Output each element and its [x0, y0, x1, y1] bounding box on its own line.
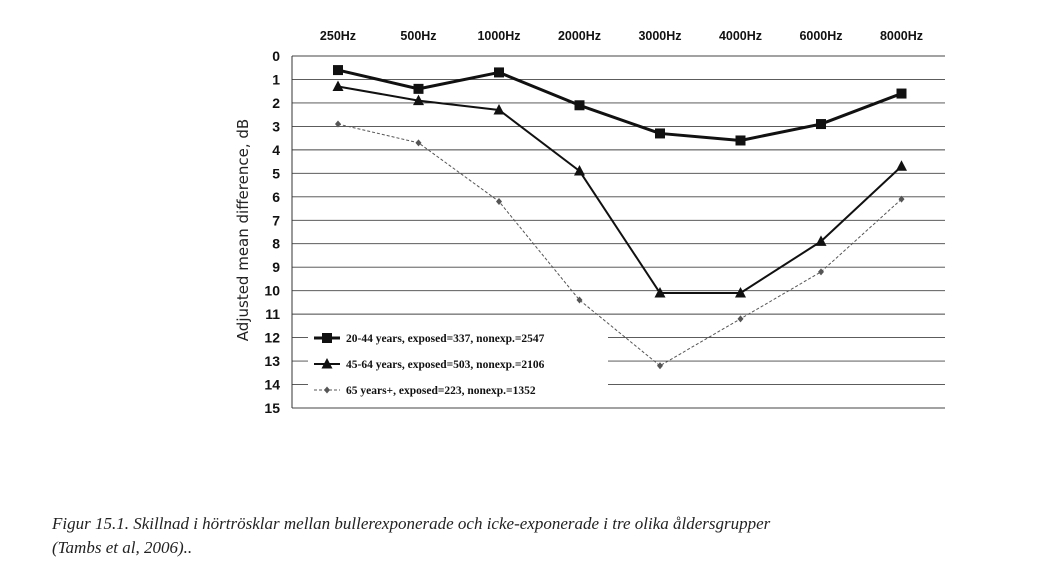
data-point-square: [413, 83, 424, 94]
data-point-diamond: [818, 268, 824, 276]
y-tick-label: 13: [264, 353, 280, 369]
series-3: [335, 120, 905, 370]
y-tick-label: 9: [272, 259, 280, 275]
data-point-triangle: [413, 94, 424, 106]
data-point-triangle: [654, 287, 666, 298]
y-tick-label: 2: [272, 95, 280, 111]
y-tick-label: 11: [265, 306, 280, 322]
y-tick-label: 6: [272, 189, 280, 205]
x-tick-label: 4000Hz: [719, 29, 762, 43]
x-tick-label: 500Hz: [400, 29, 436, 43]
data-point-triangle: [896, 160, 907, 171]
data-point-square: [322, 333, 332, 343]
x-axis-tick-labels: 250Hz 500Hz 1000Hz 2000Hz 3000Hz 4000Hz 6000Hz…: [320, 29, 923, 43]
y-tick-label: 14: [264, 377, 280, 393]
data-point-triangle: [574, 164, 585, 176]
data-point-diamond: [737, 315, 744, 323]
caption-line-1: Figur 15.1. Skillnad i hörtrösklar mella…: [52, 514, 771, 533]
data-point-diamond: [415, 139, 422, 147]
series-2: [332, 80, 907, 298]
data-point-triangle: [332, 80, 344, 92]
data-point-square: [655, 128, 665, 139]
series-lines: [332, 65, 907, 370]
y-tick-label: 0: [272, 48, 280, 64]
data-point-square: [333, 65, 343, 76]
y-tick-label: 1: [272, 71, 280, 87]
series-line: [337, 123, 902, 367]
x-tick-label: 3000Hz: [638, 29, 681, 43]
x-tick-label: 6000Hz: [799, 29, 842, 43]
data-point-triangle: [735, 287, 746, 298]
x-tick-label: 250Hz: [320, 29, 356, 43]
y-tick-label: 10: [264, 283, 280, 299]
legend-entry-label: 65 years+, exposed=223, nonexp.=1352: [346, 385, 536, 397]
y-tick-label: 5: [272, 165, 280, 181]
data-point-diamond: [898, 195, 905, 203]
x-tick-label: 8000Hz: [880, 29, 923, 43]
y-tick-label: 15: [264, 400, 280, 416]
y-tick-label: 4: [272, 142, 280, 158]
y-tick-label: 7: [272, 212, 280, 228]
y-axis-label: Adjusted mean difference, dB: [234, 119, 252, 341]
legend-entry-label: 20-44 years, exposed=337, nonexp.=2547: [346, 333, 545, 345]
legend-background: [308, 324, 608, 402]
data-point-triangle: [321, 358, 333, 369]
x-tick-label: 2000Hz: [558, 29, 601, 43]
data-point-square: [896, 88, 907, 99]
data-point-square: [816, 119, 826, 130]
data-point-diamond: [496, 197, 502, 205]
data-point-triangle: [815, 235, 827, 246]
data-point-diamond: [335, 120, 341, 128]
data-point-square: [735, 135, 746, 146]
series-1: [333, 65, 907, 146]
legend-entry-label: 45-64 years, exposed=503, nonexp.=2106: [346, 359, 545, 371]
y-tick-label: 8: [272, 236, 280, 252]
series-line: [337, 85, 903, 295]
data-point-diamond: [657, 362, 663, 370]
legend: 20-44 years, exposed=337, nonexp.=2547 45…: [308, 324, 608, 402]
y-tick-label: 3: [272, 118, 280, 134]
x-tick-label: 1000Hz: [477, 29, 520, 43]
figure-caption: Figur 15.1. Skillnad i hörtrösklar mella…: [52, 512, 1042, 560]
data-point-square: [574, 100, 585, 111]
caption-line-2: (Tambs et al, 2006)..: [52, 538, 193, 557]
y-tick-label: 12: [264, 330, 280, 346]
data-point-diamond: [576, 296, 583, 304]
gridlines: [292, 55, 945, 409]
data-point-square: [494, 67, 504, 78]
series-line: [337, 68, 903, 142]
data-point-diamond: [324, 386, 330, 394]
data-point-triangle: [493, 103, 505, 115]
